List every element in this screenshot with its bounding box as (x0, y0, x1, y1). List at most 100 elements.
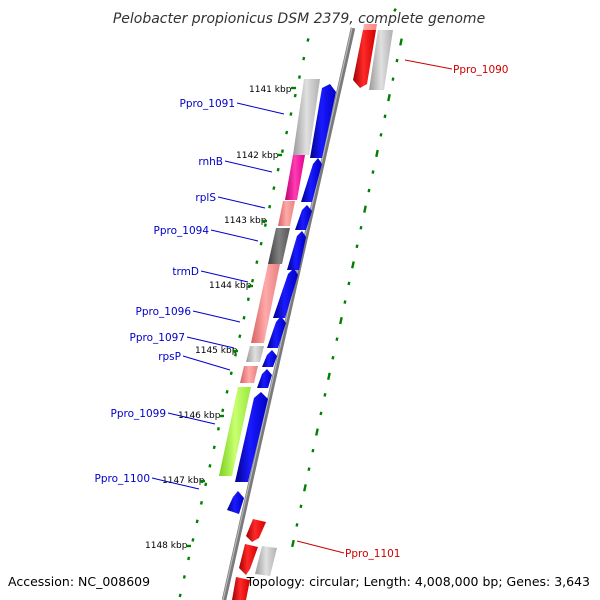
genome-backbone (221, 27, 356, 600)
gene-label[interactable]: Ppro_1090 (453, 64, 508, 76)
gene-label[interactable]: rpsP (158, 351, 181, 363)
gene-label[interactable]: rplS (195, 192, 216, 204)
backbone-highlight (222, 27, 353, 600)
cog-box-trmd (251, 264, 280, 343)
cog-box-ppro-1101 (255, 546, 277, 576)
gc-tick-mark (331, 355, 335, 360)
gc-tick-mark (303, 484, 307, 492)
gc-tick-mark (182, 575, 186, 579)
gc-tick-mark (268, 204, 272, 209)
gc-tick-mark (285, 130, 289, 135)
gc-tick-mark (263, 223, 267, 227)
gc-tick-mark (216, 427, 220, 431)
gc-tick-mark (225, 389, 229, 394)
gene-label[interactable]: Ppro_1091 (180, 98, 235, 110)
gene-arrow-ppro-1101 (246, 519, 266, 542)
gene-label-leader (404, 59, 453, 70)
gene-arrow-ppro-1090 (353, 30, 376, 88)
gene-arrow-rnhb (301, 158, 322, 202)
cog-track (219, 79, 320, 476)
gene-arrow-rpls (295, 205, 312, 230)
kbp-tick-label: 1147 kbp (162, 476, 205, 486)
gc-tick-mark (383, 114, 387, 119)
gene-arrow-ppro-1100 (227, 491, 244, 514)
gc-tick-mark (315, 428, 319, 436)
gc-tick-mark (306, 38, 310, 42)
gc-tick-mark (391, 77, 395, 81)
gc-tick-mark (359, 225, 363, 230)
gene-label[interactable]: trmD (172, 266, 199, 278)
gene-label-leader (182, 355, 231, 371)
gc-tick-mark (299, 504, 303, 509)
gene-arrow-rpsp (257, 369, 272, 388)
kbp-tick-label: 1143 kbp (224, 216, 267, 226)
gene-label[interactable]: Ppro_1097 (130, 332, 185, 344)
gc-tick-mark (238, 334, 242, 339)
gc-tick-mark (363, 205, 367, 213)
gene-label-leader (167, 412, 216, 425)
gene-arrow-ppro-1096 (267, 316, 286, 348)
gc-tick-mark (280, 149, 284, 153)
gc-tick-mark (319, 411, 323, 416)
kbp-tick-label: 1141 kbp (249, 85, 292, 95)
gc-tick-mark (343, 300, 347, 304)
gene-label-leader (224, 160, 273, 173)
gc-tick-mark (371, 170, 375, 174)
gene-label[interactable]: Ppro_1099 (111, 408, 166, 420)
gc-tick-mark (367, 188, 371, 193)
gene-label-leader (151, 477, 200, 490)
kbp-tick-label: 1145 kbp (195, 346, 238, 356)
gc-tick-mark (351, 261, 355, 269)
gene-label-leader (186, 336, 235, 349)
gc-tick-mark (191, 538, 195, 542)
reverse-strand-genes (227, 84, 336, 514)
gc-tick-mark (195, 519, 199, 524)
cog-box-rnhb (285, 155, 305, 200)
cog-box-ppro-1099 (219, 387, 251, 476)
gc-tick-mark (355, 244, 359, 249)
gene-arrow-trmd (273, 268, 298, 318)
forward-strand-genes (232, 24, 393, 600)
kbp-tick-label: 1144 kbp (209, 281, 252, 291)
gene-label[interactable]: Ppro_1096 (136, 306, 192, 318)
gc-tick-mark (187, 556, 191, 561)
kbp-ticks: 1141 kbp 1142 kbp 1143 kbp 1144 kbp 1145 kbp… (145, 85, 296, 551)
gc-tick-mark (295, 523, 299, 527)
gc-tick-mark (276, 167, 280, 172)
gene-label-leader (296, 540, 345, 554)
gc-tick-mark (259, 241, 263, 246)
cog-box-rpls (278, 201, 295, 226)
gc-tick-mark (178, 593, 182, 598)
genome-summary-text: Topology: circular; Length: 4,008,000 bp… (246, 574, 590, 589)
gc-tick-mark (395, 58, 399, 63)
gc-tick-mark (339, 316, 343, 325)
gc-tick-mark (311, 448, 315, 453)
kbp-tick-label: 1148 kbp (145, 541, 188, 551)
cog-box-ppro-1094 (268, 228, 290, 264)
gc-tick-mark (375, 149, 379, 158)
gc-tick-mark (399, 38, 403, 46)
gc-tick-mark (272, 186, 276, 190)
gene-arrow-ppro-1101c (232, 577, 250, 600)
gc-tick-mark (212, 445, 216, 450)
gc-tick-mark (251, 278, 255, 283)
gene-labels: Ppro_1090 Ppro_1091 rnhB rplS Ppro_1094 trmD P… (95, 59, 508, 560)
diagram-title: Pelobacter propionicus DSM 2379, complet… (113, 11, 485, 27)
gc-tick-mark (387, 94, 391, 102)
gene-label[interactable]: Ppro_1094 (154, 225, 210, 237)
gene-arrow-ppro-1091 (310, 84, 336, 158)
gc-tick-mark (242, 315, 246, 320)
gc-tick-mark (335, 337, 339, 341)
gene-arrow-ppro-1099 (235, 392, 268, 482)
gene-label[interactable]: rnhB (198, 156, 223, 168)
gc-tick-mark (347, 281, 351, 286)
gc-tick-mark (199, 501, 203, 505)
accession-text: Accession: NC_008609 (8, 574, 150, 589)
gc-tick-mark (234, 352, 238, 357)
gc-tick-mark (307, 467, 311, 472)
gene-label[interactable]: Ppro_1100 (95, 473, 150, 485)
gene-arrow-ppro-1097 (262, 350, 277, 367)
gene-label[interactable]: Ppro_1101 (345, 548, 400, 560)
cog-box-rpsp (240, 366, 258, 383)
